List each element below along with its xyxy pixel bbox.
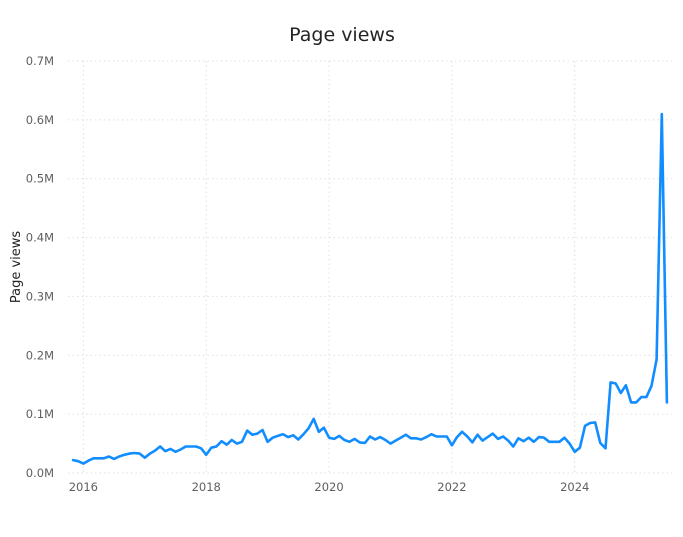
y-tick-label: 0.7M <box>26 54 54 68</box>
y-tick-label: 0.3M <box>26 289 54 303</box>
y-axis-ticks: 0.0M 0.1M 0.2M 0.3M 0.4M 0.5M 0.6M 0.7M <box>26 54 54 480</box>
y-axis-title: Page views <box>9 231 24 304</box>
x-axis-ticks: 2016 2018 2020 2022 2024 <box>69 480 590 494</box>
y-tick-label: 0.5M <box>26 172 54 186</box>
chart-title: Page views <box>289 24 395 46</box>
x-tick-label: 2022 <box>437 480 466 494</box>
y-tick-label: 0.2M <box>26 348 54 362</box>
y-tick-label: 0.4M <box>26 231 54 245</box>
series-line <box>71 112 669 465</box>
gridlines <box>68 60 672 474</box>
y-tick-label: 0.6M <box>26 113 54 127</box>
y-tick-label: 0.1M <box>26 407 54 421</box>
x-tick-label: 2024 <box>560 480 589 494</box>
series-layer <box>71 112 669 465</box>
x-tick-label: 2020 <box>314 480 343 494</box>
x-tick-label: 2018 <box>192 480 221 494</box>
x-tick-label: 2016 <box>69 480 98 494</box>
y-tick-label: 0.0M <box>26 466 54 480</box>
